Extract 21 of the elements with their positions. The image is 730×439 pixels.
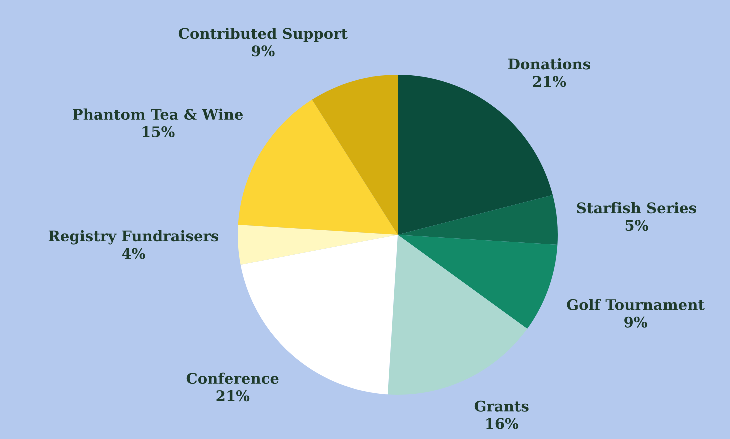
slice-label: Registry Fundraisers bbox=[48, 230, 219, 245]
slice-label: Starfish Series bbox=[577, 202, 696, 214]
data-label: 4% bbox=[122, 248, 146, 260]
data-label: 16% bbox=[486, 418, 519, 430]
pie-slice bbox=[398, 195, 558, 246]
pie-slice bbox=[398, 235, 558, 330]
slice-label: Phantom Tea & Wine bbox=[73, 108, 244, 120]
data-label: 5% bbox=[626, 220, 648, 232]
slice-label: Donations bbox=[508, 58, 590, 70]
pie-slice bbox=[238, 224, 398, 265]
pie-slice bbox=[388, 235, 528, 395]
slice-label: Golf Tournament bbox=[567, 299, 705, 310]
slice-label: Grants bbox=[474, 400, 529, 412]
slice-label: Conference bbox=[186, 372, 279, 384]
data-label: 21% bbox=[216, 390, 250, 402]
pie-slice bbox=[312, 75, 398, 235]
data-label: 15% bbox=[142, 126, 175, 138]
data-label: 21% bbox=[533, 76, 566, 88]
data-label: 9% bbox=[252, 46, 275, 57]
slice-label: Contributed Support bbox=[178, 28, 348, 42]
data-label: 9% bbox=[624, 316, 648, 328]
